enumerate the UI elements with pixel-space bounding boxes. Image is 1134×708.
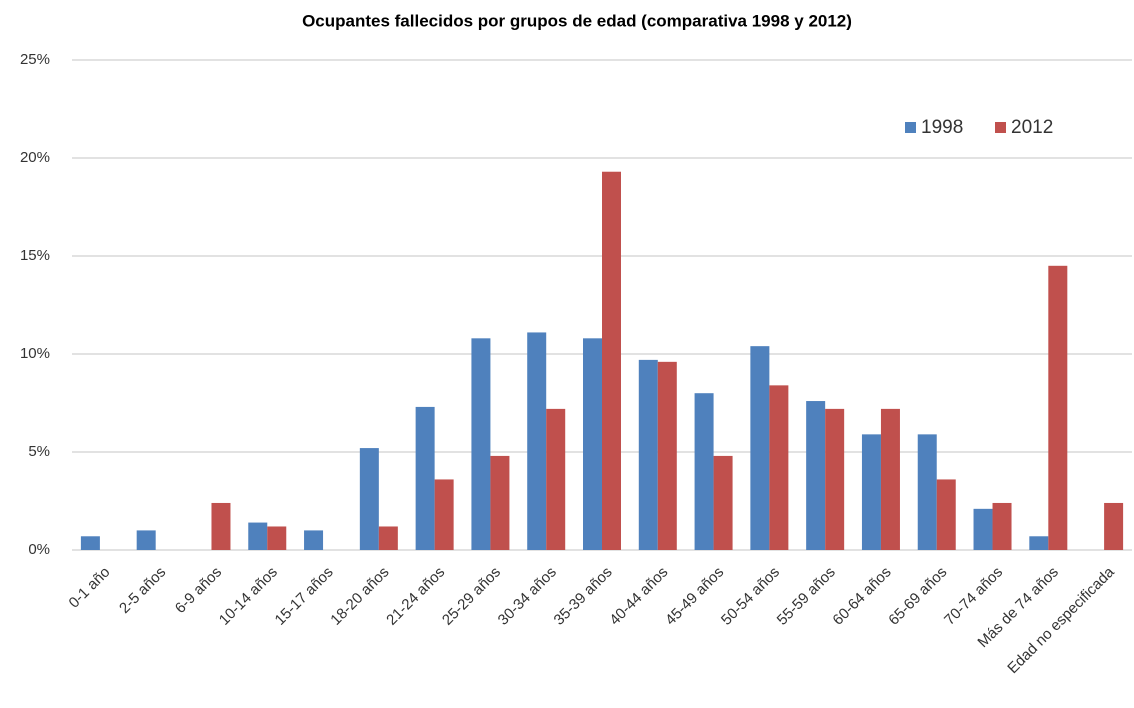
x-tick-label: 65-69 años bbox=[885, 564, 950, 629]
bar bbox=[136, 530, 156, 550]
bar bbox=[546, 408, 566, 550]
x-tick-label: 45-49 años bbox=[662, 564, 727, 629]
bar bbox=[861, 434, 881, 550]
bar bbox=[80, 536, 100, 550]
chart-title: Ocupantes fallecidos por grupos de edad … bbox=[302, 11, 852, 30]
x-tick-label: 10-14 años bbox=[216, 564, 281, 629]
bar bbox=[1029, 536, 1049, 550]
legend-label: 1998 bbox=[921, 117, 963, 138]
bar bbox=[359, 448, 379, 550]
bar bbox=[880, 408, 900, 550]
bar bbox=[490, 455, 510, 550]
x-tick-label: Edad no especificada bbox=[1004, 563, 1118, 677]
bar bbox=[638, 359, 658, 550]
x-tick-label: 6-9 años bbox=[172, 564, 225, 617]
bar bbox=[992, 502, 1012, 550]
bar bbox=[267, 526, 287, 550]
legend-swatch bbox=[995, 122, 1006, 133]
bar bbox=[657, 361, 677, 550]
bar bbox=[602, 171, 621, 550]
y-tick-label: 25% bbox=[20, 51, 50, 68]
bar bbox=[750, 346, 770, 550]
y-tick-label: 0% bbox=[28, 541, 50, 558]
x-tick-label: 50-54 años bbox=[718, 564, 783, 629]
x-tick-label: 30-34 años bbox=[495, 564, 560, 629]
legend-label: 2012 bbox=[1011, 117, 1053, 138]
bar bbox=[304, 530, 324, 550]
bar bbox=[694, 393, 714, 550]
bar bbox=[415, 406, 435, 550]
bar bbox=[211, 502, 231, 550]
bar bbox=[936, 479, 956, 550]
x-tick-label: 18-20 años bbox=[327, 564, 392, 629]
legend-swatch bbox=[905, 122, 916, 133]
bar bbox=[527, 332, 547, 550]
x-tick-label: 60-64 años bbox=[829, 564, 894, 629]
bar bbox=[1048, 265, 1068, 550]
x-tick-label: 25-29 años bbox=[439, 564, 504, 629]
x-tick-label: 0-1 año bbox=[66, 564, 114, 612]
bar bbox=[917, 434, 937, 550]
bar bbox=[434, 479, 454, 550]
bar bbox=[583, 338, 602, 550]
x-tick-label: 15-17 años bbox=[272, 564, 337, 629]
bar bbox=[248, 522, 268, 550]
x-tick-label: 35-39 años bbox=[551, 564, 616, 629]
y-tick-label: 20% bbox=[20, 149, 50, 166]
bar bbox=[1104, 502, 1124, 550]
bar bbox=[973, 508, 993, 550]
bar bbox=[471, 338, 491, 550]
bar bbox=[825, 408, 845, 550]
x-tick-label: 55-59 años bbox=[774, 564, 839, 629]
bar bbox=[378, 526, 398, 550]
x-tick-label: 21-24 años bbox=[383, 564, 448, 629]
bar bbox=[806, 401, 826, 550]
x-tick-label: 2-5 años bbox=[116, 564, 169, 617]
x-tick-label: 40-44 años bbox=[606, 564, 671, 629]
y-tick-label: 10% bbox=[20, 345, 50, 362]
bar bbox=[769, 385, 789, 550]
y-tick-label: 5% bbox=[28, 443, 50, 460]
y-tick-label: 15% bbox=[20, 247, 50, 264]
bar bbox=[713, 455, 733, 550]
